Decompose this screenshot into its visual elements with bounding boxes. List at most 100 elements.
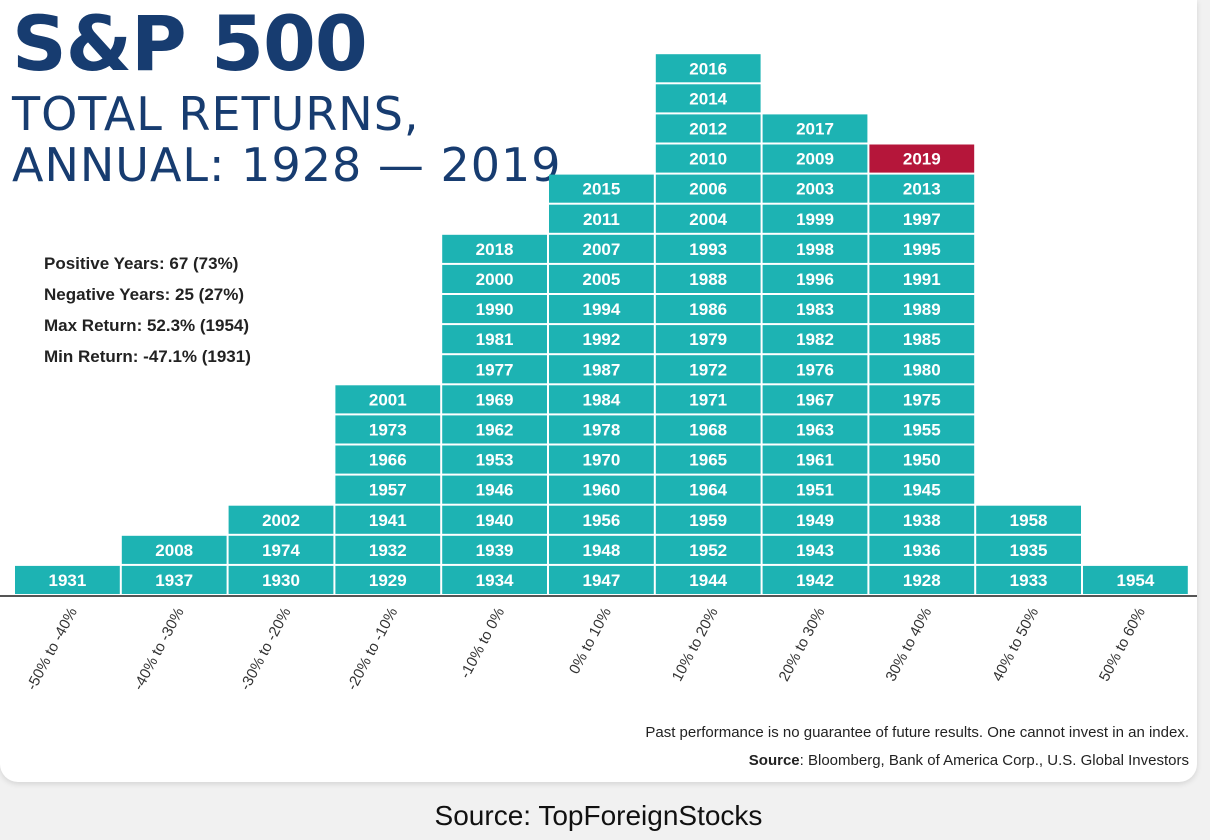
year-block [869,204,975,233]
year-block [762,234,868,263]
chart-title: S&P 500 [12,0,368,88]
disclaimer-footnote: Past performance is no guarantee of futu… [645,724,1189,741]
year-block [442,535,547,564]
stat-positive-years: Positive Years: 67 (73%) [44,254,239,273]
year-label: 1964 [689,481,727,500]
year-block [121,535,227,564]
source-text: : Bloomberg, Bank of America Corp., U.S.… [799,752,1189,769]
year-label: 2008 [155,541,193,560]
year-label: 1963 [796,420,834,439]
year-block [228,565,334,594]
year-block [549,445,654,474]
year-label: 1936 [903,541,941,560]
year-block [442,505,547,534]
year-block [655,445,761,474]
year-label: 1957 [369,481,407,500]
year-block [335,415,441,444]
year-block [442,264,547,293]
year-block [655,144,761,173]
year-label: 1988 [689,270,727,289]
year-label: 2003 [796,180,834,199]
year-label: 2014 [689,89,727,108]
year-label: 1951 [796,481,834,500]
year-label: 1982 [796,330,834,349]
year-label: 1937 [155,571,193,590]
year-block [869,144,975,173]
year-label: 1945 [903,481,941,500]
year-label: 1966 [369,451,407,470]
year-label: 1965 [689,451,727,470]
year-label: 1992 [582,330,620,349]
year-block [655,535,761,564]
year-block [549,415,654,444]
year-block [869,385,975,414]
year-block [655,54,761,83]
chart-subtitle-line2: ANNUAL: 1928 — 2019 [12,138,562,192]
year-label: 2007 [582,240,620,259]
year-block [869,295,975,324]
year-label: 1977 [476,360,514,379]
year-label: 1968 [689,420,727,439]
year-label: 1985 [903,330,941,349]
year-block [442,475,547,504]
chart-subtitle-line1: TOTAL RETURNS, [12,87,420,141]
year-label: 1979 [689,330,727,349]
year-label: 1983 [796,300,834,319]
year-label: 1987 [582,360,620,379]
x-tick-label: 40% to 50% [989,605,1042,684]
year-block [442,355,547,384]
year-label: 1980 [903,360,941,379]
x-tick-label: -50% to -40% [23,605,81,693]
year-label: 1995 [903,240,941,259]
source-label: Source [748,752,800,769]
year-block [869,565,975,594]
year-label: 1935 [1010,541,1048,560]
x-tick-label: -40% to -30% [130,605,188,693]
year-label: 2006 [689,180,727,199]
year-label: 1953 [476,451,514,470]
year-block [976,535,1081,564]
x-tick-label: -30% to -20% [237,605,295,693]
year-block [869,234,975,263]
year-label: 1940 [476,511,514,530]
year-block [762,325,868,354]
year-label: 1971 [689,390,727,409]
year-block [549,355,654,384]
year-label: 1974 [262,541,300,560]
year-label: 2001 [369,390,407,409]
year-label: 1942 [796,571,834,590]
year-label: 1999 [796,210,834,229]
year-label: 1958 [1010,511,1048,530]
year-label: 1933 [1010,571,1048,590]
year-label: 1956 [582,511,620,530]
year-block [869,325,975,354]
year-block [655,355,761,384]
year-label: 1954 [1116,571,1154,590]
year-block [762,565,868,594]
year-label: 2015 [582,180,620,199]
year-label: 1938 [903,511,941,530]
year-label: 2010 [689,150,727,169]
year-block [762,505,868,534]
year-label: 1944 [689,571,727,590]
stats-box: Positive Years: 67 (73%) Negative Years:… [44,248,251,372]
year-block [442,385,547,414]
year-label: 1967 [796,390,834,409]
x-tick-label: 10% to 20% [669,605,722,684]
year-label: 1931 [48,571,86,590]
chart-card: S&P 500 TOTAL RETURNS, ANNUAL: 1928 — 20… [0,0,1197,782]
year-label: 2019 [903,150,941,169]
year-block [655,415,761,444]
year-block [121,565,227,594]
year-block [655,234,761,263]
year-block [762,174,868,203]
year-block [655,114,761,143]
year-block [869,355,975,384]
year-block [869,505,975,534]
year-block [869,264,975,293]
year-label: 1962 [476,420,514,439]
year-block [869,475,975,504]
year-label: 2009 [796,150,834,169]
year-block [549,234,654,263]
image-caption: Source: TopForeignStocks [434,800,763,831]
